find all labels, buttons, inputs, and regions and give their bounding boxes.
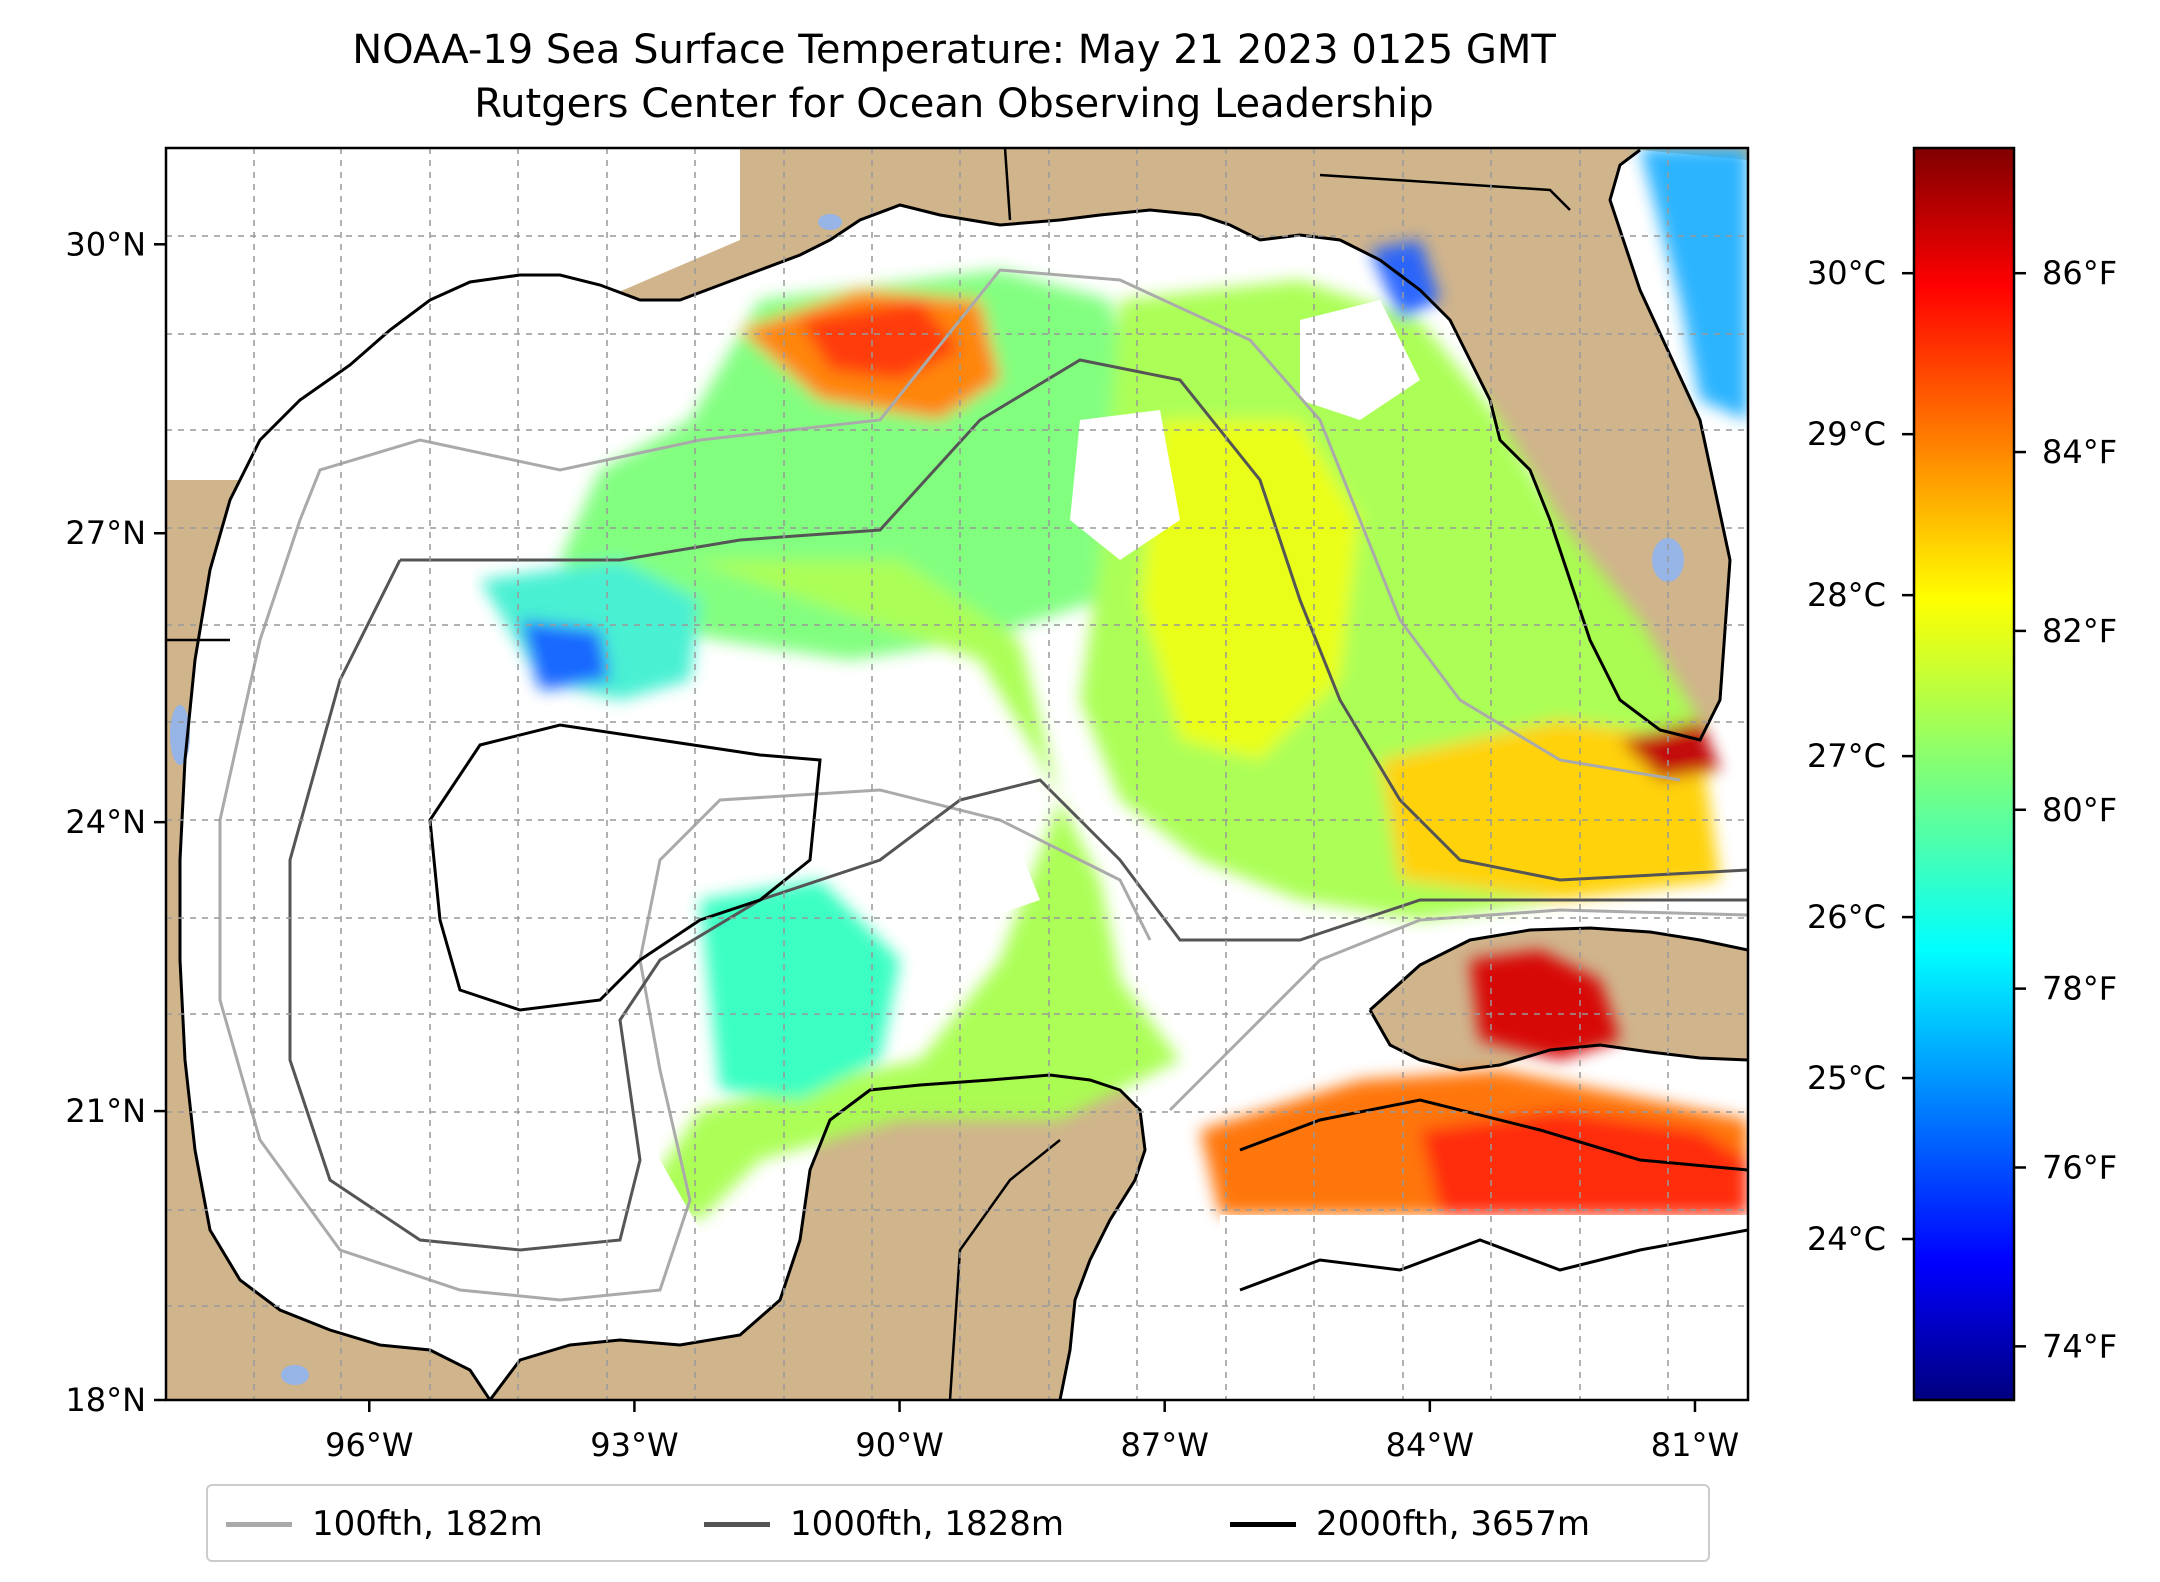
contour-1000fth-west bbox=[288, 559, 1748, 1252]
lat-tick-label: 24°N bbox=[65, 803, 146, 841]
colorbar-c-tick-label: 30°C bbox=[1807, 254, 1886, 292]
contour-2000fth-south bbox=[1239, 1228, 1748, 1292]
colorbar-f-tick-label: 86°F bbox=[2042, 254, 2117, 292]
state-border bbox=[1003, 148, 1012, 221]
bathymetry-legend: 100fth, 182m 1000fth, 1828m 2000fth, 365… bbox=[206, 1484, 1710, 1562]
contour-2000fth bbox=[428, 723, 822, 1012]
colorbar-fahrenheit-ticks: 74°F 76°F 78°F 80°F 82°F 84°F 86°F bbox=[2014, 254, 2117, 1365]
legend-line-1000fth bbox=[704, 1521, 770, 1527]
colorbar-f-tick-label: 82°F bbox=[2042, 612, 2117, 650]
lake bbox=[281, 1365, 309, 1385]
map-frame bbox=[164, 146, 1750, 1402]
sst-data-layer bbox=[480, 148, 1748, 1220]
colorbar-f-tick-label: 74°F bbox=[2042, 1327, 2117, 1365]
latitude-axis: 18°N 21°N 24°N 27°N 30°N bbox=[65, 225, 166, 1419]
legend-item-100fth: 100fth, 182m bbox=[226, 1486, 543, 1562]
lon-tick-label: 81°W bbox=[1651, 1426, 1739, 1464]
lat-tick-label: 21°N bbox=[65, 1092, 146, 1130]
cloud-gap bbox=[1070, 410, 1180, 560]
coastline-north bbox=[178, 148, 1732, 1400]
lon-tick-label: 96°W bbox=[325, 1426, 413, 1464]
colorbar bbox=[1912, 146, 2016, 1402]
sst-patch bbox=[700, 880, 900, 1100]
cloud-gap bbox=[960, 850, 1040, 920]
sst-patch bbox=[1380, 720, 1720, 900]
sst-patch bbox=[640, 560, 1180, 1220]
contour-100fth-cuba bbox=[1168, 908, 1748, 1112]
map-subtitle: Rutgers Center for Ocean Observing Leade… bbox=[474, 81, 1434, 127]
bathymetry-contours bbox=[218, 268, 1748, 1302]
lat-tick-label: 27°N bbox=[65, 514, 146, 552]
coastline-yucatan bbox=[488, 1073, 1147, 1400]
coastlines bbox=[166, 148, 1748, 1400]
colorbar-c-tick-label: 24°C bbox=[1807, 1220, 1886, 1258]
colorbar-c-tick-label: 29°C bbox=[1807, 415, 1886, 453]
map-title: NOAA-19 Sea Surface Temperature: May 21 … bbox=[352, 27, 1556, 73]
colorbar-f-tick-label: 78°F bbox=[2042, 970, 2117, 1008]
legend-line-100fth bbox=[226, 1521, 292, 1527]
legend-label: 1000fth, 1828m bbox=[790, 1504, 1065, 1544]
sst-patch bbox=[520, 620, 610, 690]
lon-tick-label: 84°W bbox=[1386, 1426, 1474, 1464]
colorbar-c-tick-label: 28°C bbox=[1807, 576, 1886, 614]
colorbar-f-tick-label: 84°F bbox=[2042, 433, 2117, 471]
lat-tick-label: 30°N bbox=[65, 225, 146, 263]
contour-100fth bbox=[298, 268, 1681, 782]
lat-tick-label: 18°N bbox=[65, 1381, 146, 1419]
colorbar-f-tick-label: 76°F bbox=[2042, 1148, 2117, 1186]
sst-patch bbox=[800, 300, 960, 380]
cloud-mask bbox=[166, 148, 1748, 1400]
contour-100fth-west bbox=[218, 519, 1152, 1302]
legend-line-2000fth bbox=[1230, 1521, 1296, 1527]
state-border bbox=[1319, 173, 1571, 211]
cloud-gap bbox=[166, 148, 740, 1260]
gridlines bbox=[166, 148, 1748, 1400]
lon-tick-label: 93°W bbox=[590, 1426, 678, 1464]
sst-patch bbox=[1640, 148, 1748, 420]
legend-label: 2000fth, 3657m bbox=[1316, 1504, 1591, 1544]
colorbar-c-tick-label: 27°C bbox=[1807, 737, 1886, 775]
sst-patch bbox=[1140, 420, 1360, 760]
lon-tick-label: 90°W bbox=[855, 1426, 943, 1464]
cloud-gap bbox=[1300, 300, 1420, 420]
legend-item-1000fth: 1000fth, 1828m bbox=[704, 1486, 1064, 1562]
legend-label: 100fth, 182m bbox=[312, 1504, 543, 1544]
sst-patch bbox=[1620, 720, 1720, 780]
sst-patch bbox=[1420, 1110, 1748, 1215]
colorbar-c-tick-label: 26°C bbox=[1807, 898, 1886, 936]
lon-tick-label: 87°W bbox=[1121, 1426, 1209, 1464]
contour-1000fth bbox=[400, 358, 1748, 882]
lake bbox=[818, 214, 842, 230]
country-border bbox=[166, 638, 1061, 1400]
legend-item-2000fth: 2000fth, 3657m bbox=[1230, 1486, 1590, 1562]
sst-patch bbox=[1470, 950, 1620, 1060]
contour-2000fth-east bbox=[1239, 1098, 1748, 1172]
colorbar-f-tick-label: 80°F bbox=[2042, 791, 2117, 829]
colorbar-celsius-ticks: 24°C 25°C 26°C 27°C 28°C 29°C 30°C bbox=[1807, 254, 1914, 1258]
coastline-cuba bbox=[1368, 926, 1748, 1072]
land-yucatan bbox=[490, 1075, 1145, 1400]
colorbar-c-tick-label: 25°C bbox=[1807, 1059, 1886, 1097]
cloud-gap bbox=[1220, 1215, 1748, 1400]
longitude-axis: 96°W 93°W 90°W 87°W 84°W 81°W bbox=[325, 1400, 1739, 1464]
